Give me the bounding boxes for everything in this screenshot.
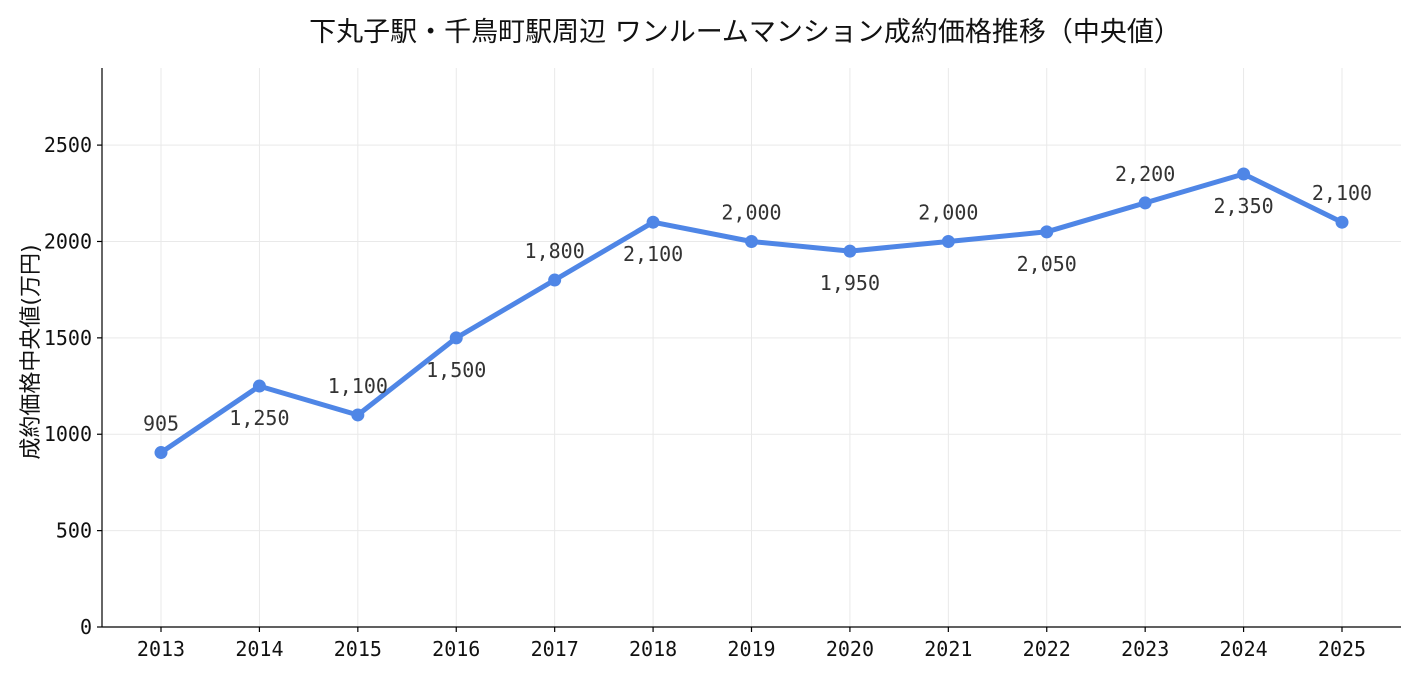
data-point <box>843 244 857 258</box>
x-tick-label: 2015 <box>334 637 382 661</box>
data-point <box>745 234 758 248</box>
y-axis-ticks: 0 500 1000 1500 2000 2500 <box>44 133 102 639</box>
grid-lines <box>102 68 1401 627</box>
x-tick-label: 2021 <box>924 637 972 661</box>
data-label: 2,000 <box>721 200 781 224</box>
x-tick-label: 2019 <box>727 637 775 661</box>
data-points <box>154 167 1349 460</box>
x-axis-ticks: 2013 2014 2015 2016 2017 2018 2019 2020 2021 2022… <box>137 627 1366 661</box>
data-point <box>548 273 562 287</box>
x-tick-label: 2018 <box>629 637 677 661</box>
data-point <box>351 408 365 422</box>
y-tick-label: 1500 <box>44 326 92 350</box>
data-label: 2,100 <box>1312 181 1372 205</box>
data-point <box>252 379 266 393</box>
y-tick-label: 500 <box>56 519 92 543</box>
x-tick-label: 2022 <box>1023 637 1071 661</box>
data-labels: 905 1,250 1,100 1,500 1,800 2,100 2,000 1,950 2,… <box>143 162 1372 436</box>
data-point <box>646 215 660 229</box>
data-point <box>1138 196 1152 210</box>
y-tick-label: 0 <box>80 615 92 639</box>
y-tick-label: 2000 <box>44 229 92 253</box>
data-label: 905 <box>143 412 179 436</box>
data-label: 1,500 <box>426 358 486 382</box>
data-point <box>154 446 168 460</box>
chart-title: 下丸子駅・千鳥町駅周辺 ワンルームマンション成約価格推移（中央値） <box>309 17 1181 48</box>
data-label: 2,200 <box>1115 162 1175 186</box>
y-axis-label: 成約価格中央値(万円) <box>19 244 44 459</box>
y-tick-label: 1000 <box>44 422 92 446</box>
data-point <box>449 331 463 345</box>
x-tick-label: 2023 <box>1121 637 1169 661</box>
data-point <box>1335 215 1349 229</box>
data-point <box>941 234 955 248</box>
data-label: 1,800 <box>525 239 585 263</box>
data-label: 2,000 <box>918 200 978 224</box>
x-tick-label: 2013 <box>137 637 185 661</box>
x-tick-label: 2025 <box>1318 637 1366 661</box>
data-point <box>1040 225 1054 239</box>
data-label: 2,100 <box>623 242 683 266</box>
x-tick-label: 2017 <box>531 637 579 661</box>
data-point <box>1237 167 1251 181</box>
x-tick-label: 2014 <box>235 637 283 661</box>
x-tick-label: 2024 <box>1219 637 1267 661</box>
y-tick-label: 2500 <box>44 133 92 157</box>
x-tick-label: 2016 <box>432 637 480 661</box>
data-label: 2,350 <box>1213 194 1273 218</box>
data-label: 1,950 <box>820 271 880 295</box>
x-tick-label: 2020 <box>826 637 874 661</box>
data-label: 2,050 <box>1017 252 1077 276</box>
data-label: 1,100 <box>328 374 388 398</box>
data-label: 1,250 <box>229 406 289 430</box>
